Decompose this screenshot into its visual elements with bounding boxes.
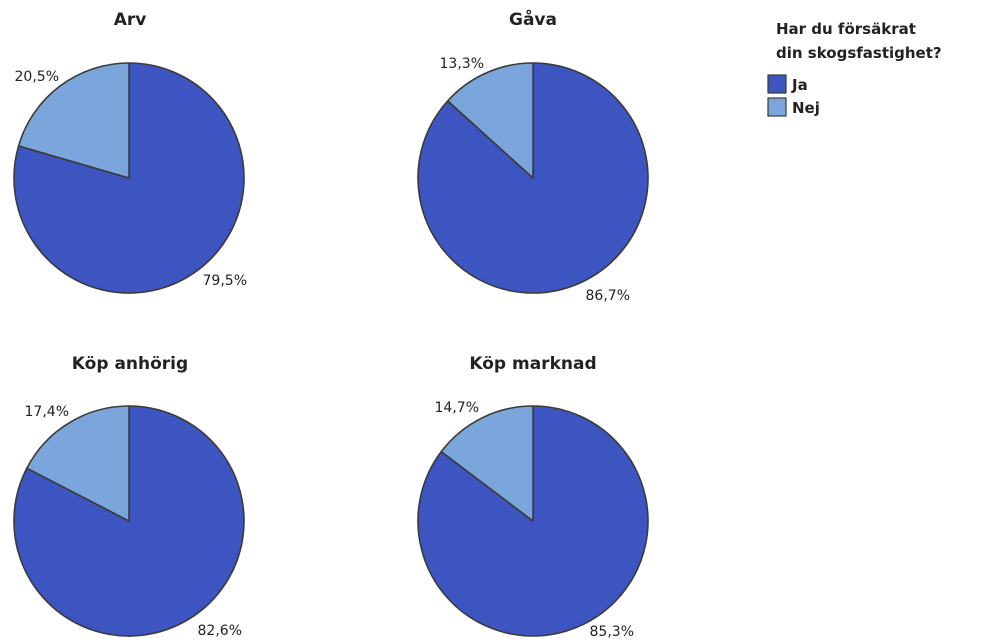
slice-label-ja: 82,6%	[198, 623, 242, 639]
legend-title-line-2: din skogsfastighet?	[776, 44, 942, 62]
slice-label-nej: 20,5%	[15, 69, 59, 85]
pie-title: Köp anhörig	[72, 354, 188, 374]
legend-label-ja: Ja	[791, 76, 808, 94]
slice-label-nej: 14,7%	[435, 400, 479, 416]
slice-label-ja: 79,5%	[203, 273, 247, 289]
pie-title: Gåva	[509, 8, 557, 30]
slice-label-nej: 13,3%	[440, 56, 484, 72]
legend-swatch-nej	[767, 97, 787, 117]
slice-label-ja: 86,7%	[586, 288, 630, 304]
pie-slice-nej	[17, 62, 130, 179]
legend-swatch-ja	[767, 74, 787, 94]
pie-kop-anhorig: Köp anhörig 82,6% 17,4%	[13, 354, 245, 639]
legend-title-line-1: Har du försäkrat	[776, 20, 916, 38]
legend-label-nej: Nej	[792, 99, 820, 117]
slice-label-nej: 17,4%	[25, 404, 69, 420]
pie-kop-marknad: Köp marknad 85,3% 14,7%	[417, 354, 649, 640]
pie-slice-ja	[13, 405, 245, 637]
slice-label-ja: 85,3%	[590, 624, 634, 640]
pie-arv: Arv 79,5% 20,5%	[13, 10, 247, 294]
pie-slice-nej	[446, 62, 534, 179]
pie-gava: Gåva 86,7% 13,3%	[417, 8, 649, 304]
pie-title: Köp marknad	[469, 354, 596, 374]
pie-title: Arv	[114, 10, 147, 30]
pie-slice-nej	[440, 405, 534, 522]
pie-slice-nej	[26, 405, 130, 522]
legend: Har du försäkrat din skogsfastighet? Ja Nej	[767, 20, 942, 117]
